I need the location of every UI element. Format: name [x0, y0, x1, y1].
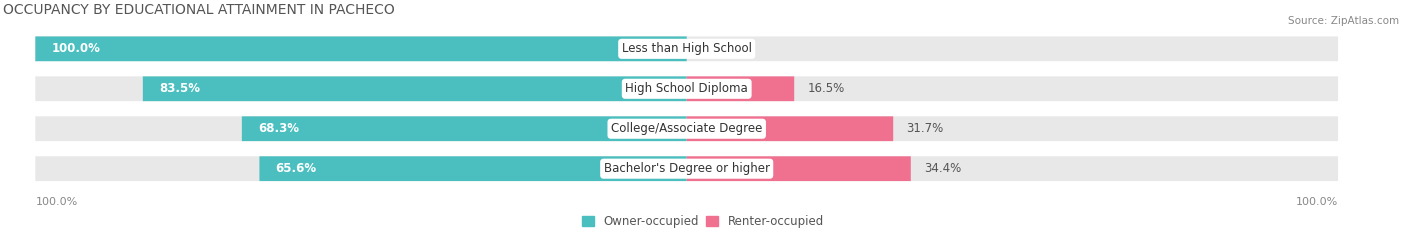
Text: Source: ZipAtlas.com: Source: ZipAtlas.com [1288, 16, 1399, 26]
FancyBboxPatch shape [35, 116, 1339, 141]
Text: 34.4%: 34.4% [924, 162, 962, 175]
FancyBboxPatch shape [35, 36, 686, 61]
Text: 100.0%: 100.0% [35, 197, 77, 207]
Legend: Owner-occupied, Renter-occupied: Owner-occupied, Renter-occupied [581, 214, 825, 230]
FancyBboxPatch shape [143, 76, 686, 101]
FancyBboxPatch shape [260, 156, 686, 181]
FancyBboxPatch shape [35, 76, 1339, 101]
FancyBboxPatch shape [686, 156, 911, 181]
FancyBboxPatch shape [686, 76, 794, 101]
Text: 16.5%: 16.5% [807, 82, 845, 95]
Text: 83.5%: 83.5% [159, 82, 200, 95]
Text: 0.0%: 0.0% [700, 42, 730, 55]
Text: Bachelor's Degree or higher: Bachelor's Degree or higher [603, 162, 769, 175]
Text: Less than High School: Less than High School [621, 42, 752, 55]
FancyBboxPatch shape [686, 116, 893, 141]
Text: OCCUPANCY BY EDUCATIONAL ATTAINMENT IN PACHECO: OCCUPANCY BY EDUCATIONAL ATTAINMENT IN P… [3, 3, 395, 17]
Text: High School Diploma: High School Diploma [626, 82, 748, 95]
FancyBboxPatch shape [242, 116, 686, 141]
Text: 100.0%: 100.0% [1296, 197, 1339, 207]
Text: 100.0%: 100.0% [52, 42, 100, 55]
Text: College/Associate Degree: College/Associate Degree [612, 122, 762, 135]
FancyBboxPatch shape [35, 36, 1339, 61]
FancyBboxPatch shape [35, 156, 1339, 181]
Text: 65.6%: 65.6% [276, 162, 316, 175]
Text: 31.7%: 31.7% [907, 122, 943, 135]
Text: 68.3%: 68.3% [259, 122, 299, 135]
